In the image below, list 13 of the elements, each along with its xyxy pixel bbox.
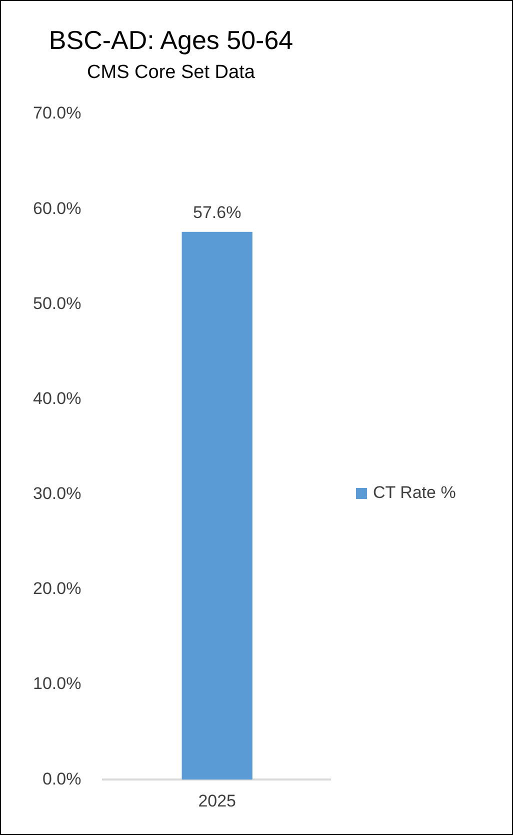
y-tick-label: 20.0% [33, 579, 82, 598]
y-tick-label: 50.0% [33, 294, 82, 313]
data-label: 57.6% [193, 203, 242, 222]
y-tick-label: 70.0% [33, 104, 82, 123]
y-tick-label: 60.0% [33, 198, 82, 218]
legend-label: CT Rate % [373, 483, 456, 503]
y-tick-label: 0.0% [42, 769, 82, 788]
chart-subtitle: CMS Core Set Data [87, 62, 256, 83]
x-tick-label: 2025 [198, 791, 236, 810]
y-tick-label: 10.0% [33, 674, 82, 694]
chart-title: BSC-AD: Ages 50-64 [48, 24, 294, 55]
y-tick-label: 40.0% [33, 388, 82, 408]
y-tick-label: 30.0% [33, 484, 82, 504]
